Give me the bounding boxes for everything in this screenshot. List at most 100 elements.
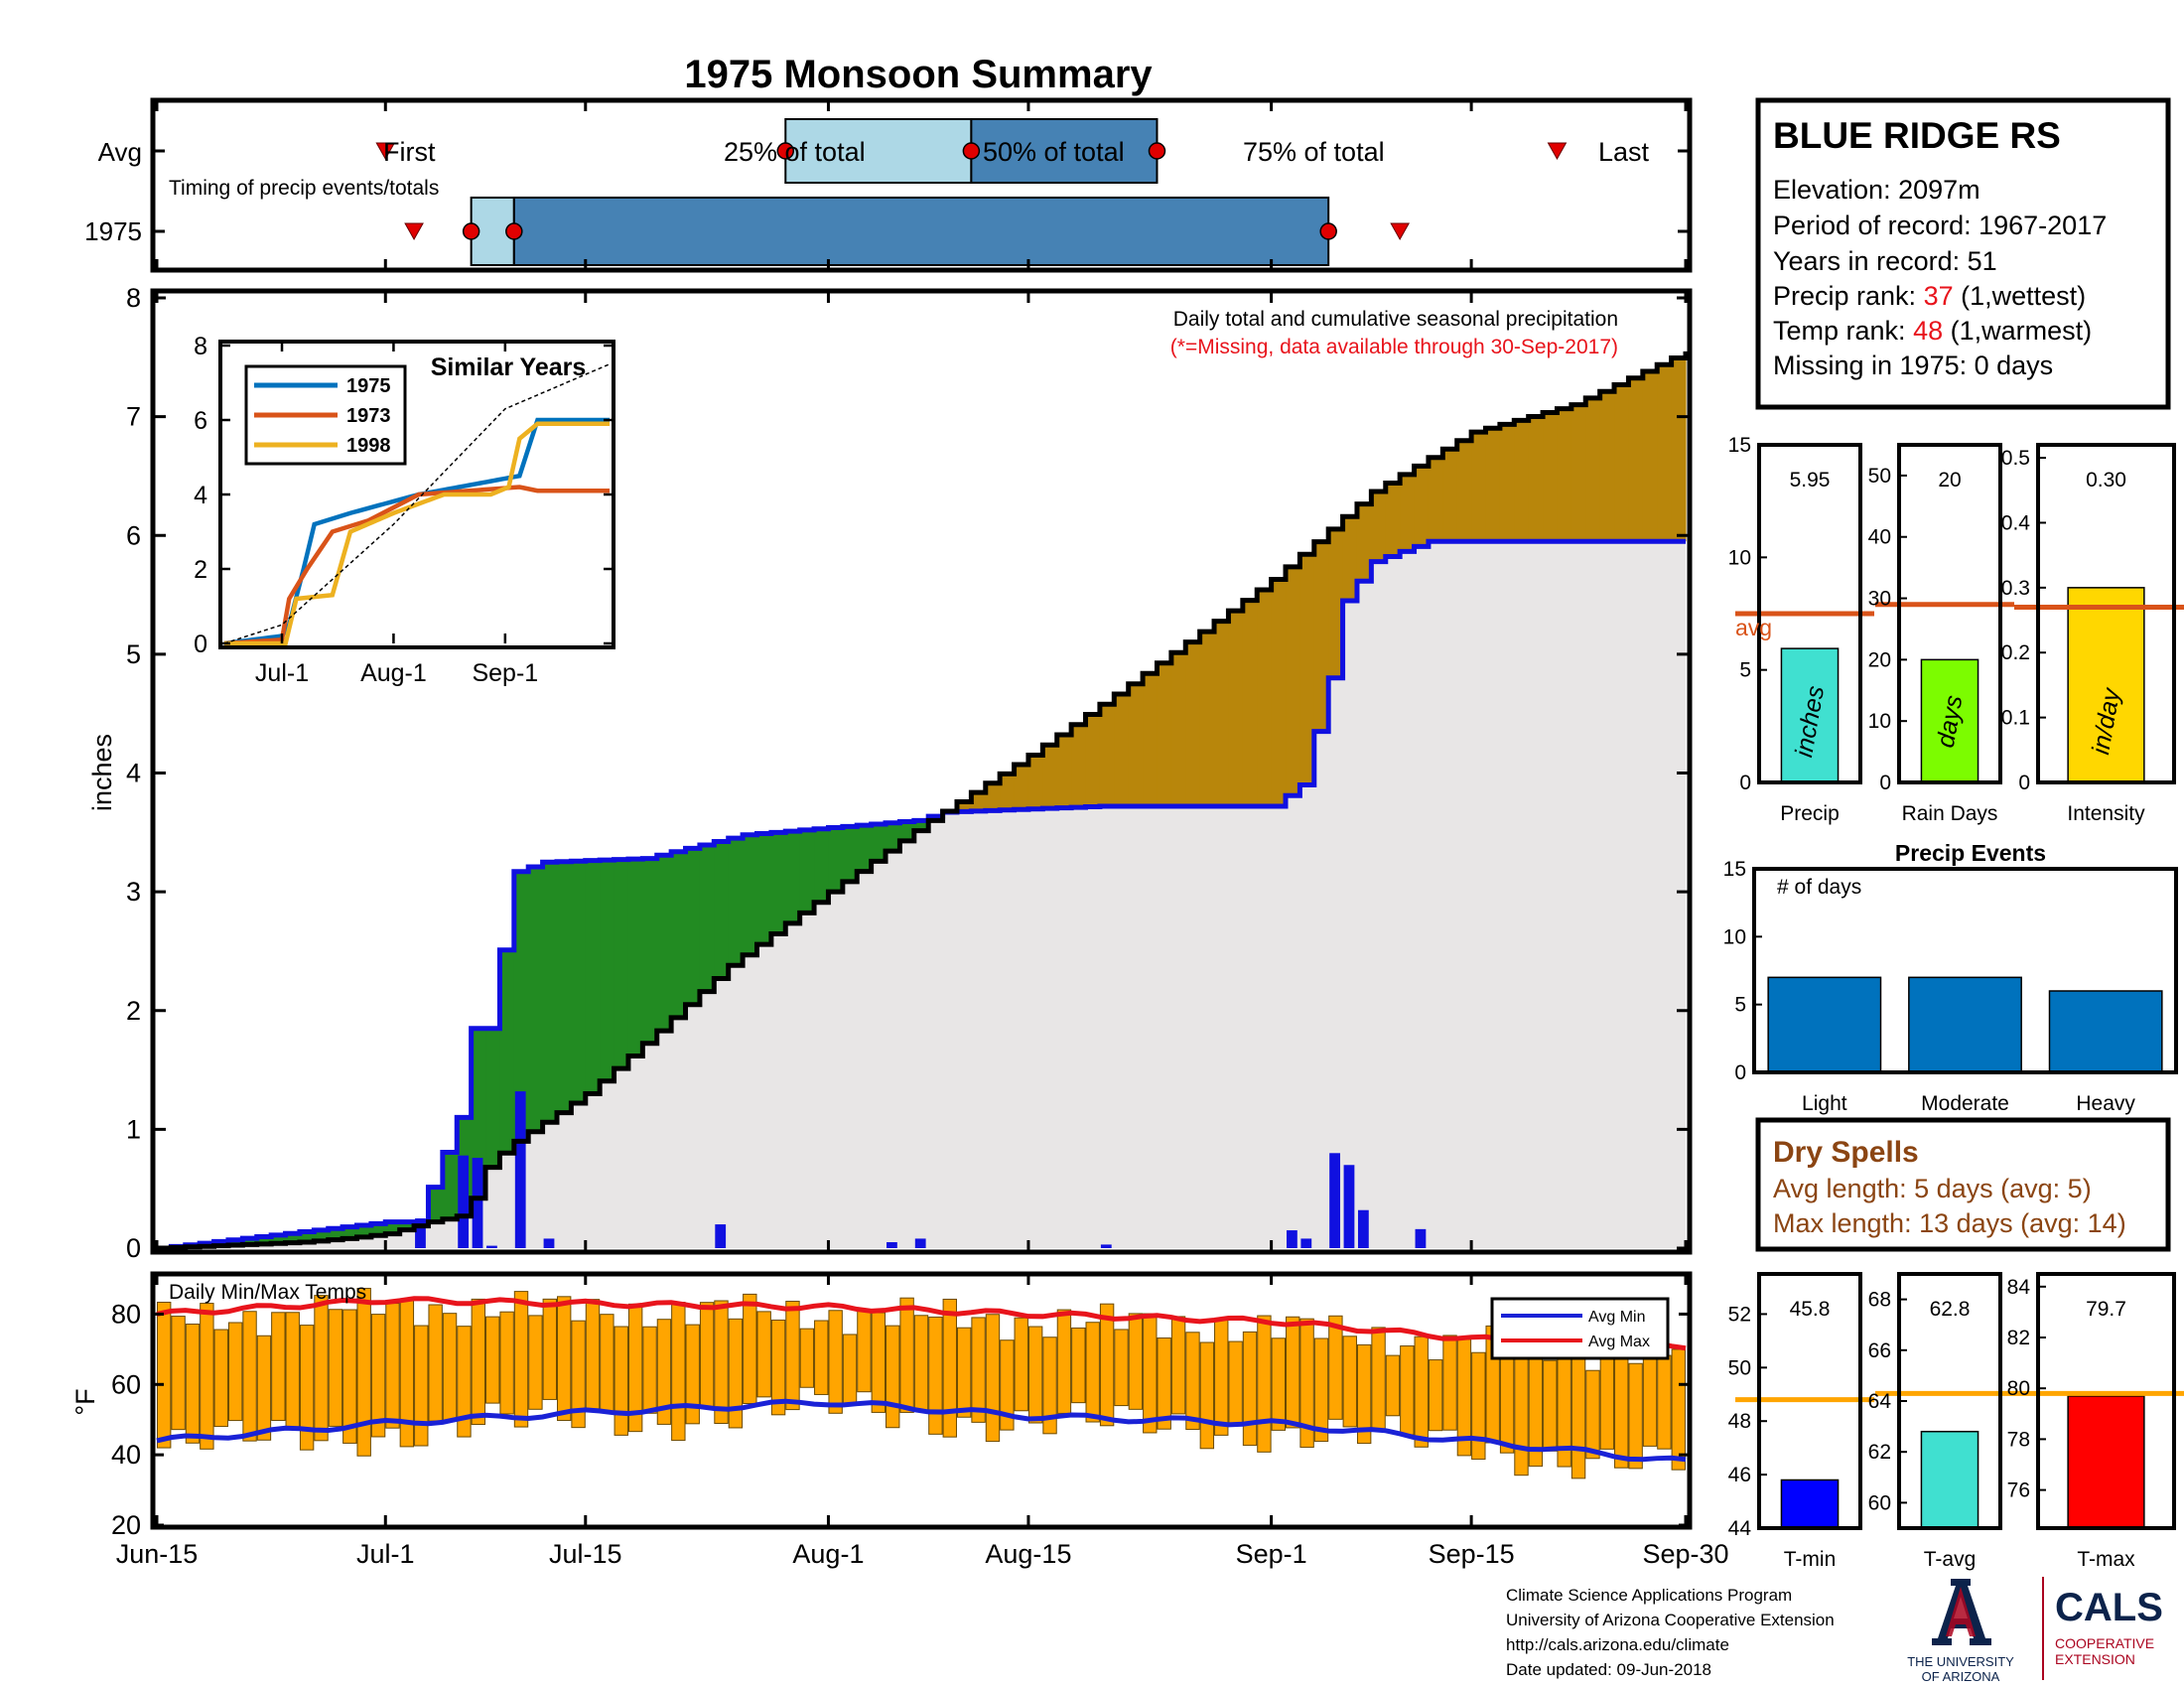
above-avg-area xyxy=(1642,371,1658,542)
above-avg-area xyxy=(1071,724,1087,808)
summary-2-ytick-label: 0 xyxy=(2018,772,2030,794)
below-avg-area xyxy=(356,1224,372,1237)
daily-temp-bar xyxy=(842,1334,858,1404)
below-avg-area xyxy=(571,861,587,1104)
above-avg-area xyxy=(1385,483,1401,557)
below-avg-area xyxy=(671,851,687,1018)
above-avg-area xyxy=(1143,673,1159,806)
precip-ytick-label: 6 xyxy=(126,520,141,550)
summary-2-value: 0.30 xyxy=(2086,469,2126,492)
below-avg-area xyxy=(899,821,915,841)
daily-temp-bar xyxy=(542,1298,557,1400)
avg-min-line xyxy=(156,1398,1687,1463)
below-avg-area xyxy=(471,1028,486,1198)
tempbar-2-ytick-label: 76 xyxy=(2007,1479,2030,1502)
precip-ytick-label: 5 xyxy=(126,639,141,669)
summary-2-frame xyxy=(2036,443,2176,784)
above-avg-area xyxy=(1328,528,1344,678)
temp-label: Daily Min/Max Temps xyxy=(169,1281,366,1304)
daily-temp-bar xyxy=(171,1316,186,1431)
summary-0-bar xyxy=(1780,647,1840,783)
summary-1-frame xyxy=(1897,443,2002,784)
daily-temp-bar xyxy=(785,1301,800,1411)
dry-spells-title: Dry Spells xyxy=(1773,1136,1919,1169)
below-avg-area xyxy=(385,1221,401,1234)
station-frame xyxy=(1755,97,2171,410)
daily-temp-bar xyxy=(942,1298,957,1438)
daily-precip-bar xyxy=(1100,1244,1112,1248)
daily-temp-bar xyxy=(956,1327,972,1418)
below-avg-area xyxy=(756,833,772,945)
precip-events-ytick-label: 5 xyxy=(1734,994,1746,1017)
below-avg-area xyxy=(528,867,544,1132)
summary-2-ytick-label: 0.1 xyxy=(2001,707,2030,730)
precip-events-ytick-label: 15 xyxy=(1723,858,1746,881)
daily-temp-bar xyxy=(256,1335,272,1441)
timing-avg-last-marker xyxy=(1547,142,1568,161)
daily-precip-bar xyxy=(914,1238,926,1248)
precip-base-area xyxy=(157,541,1686,1248)
below-avg-area xyxy=(685,848,701,1005)
ua-logo: THE UNIVERSITY OF ARIZONA xyxy=(1907,1579,2014,1684)
daily-temp-bar xyxy=(556,1296,572,1422)
above-avg-area xyxy=(1242,600,1258,806)
x-tick-label: Jun-15 xyxy=(116,1539,199,1569)
daily-temp-bar xyxy=(728,1318,744,1429)
daily-temp-bar xyxy=(1214,1319,1229,1436)
above-avg-area xyxy=(1414,466,1430,547)
daily-precip-bar xyxy=(514,1091,526,1248)
tempbar-2-bar xyxy=(2067,1395,2145,1529)
inset-ytick-label: 8 xyxy=(194,333,207,360)
daily-temp-bar xyxy=(1356,1343,1372,1445)
precip-events-ytick-label: 10 xyxy=(1723,925,1746,948)
above-avg-area xyxy=(1485,428,1501,542)
daily-temp-bar xyxy=(227,1322,243,1422)
daily-temp-bar xyxy=(342,1309,357,1444)
daily-temp-bar xyxy=(1570,1345,1586,1479)
timing-avg-box-upper xyxy=(970,118,1159,184)
below-avg-area xyxy=(542,862,558,1123)
above-avg-area xyxy=(1199,632,1215,806)
daily-temp-bar xyxy=(1170,1316,1186,1415)
daily-temp-bar xyxy=(585,1299,601,1410)
below-avg-area xyxy=(399,1221,415,1230)
below-avg-area xyxy=(785,831,801,923)
timing-avg-q75-marker xyxy=(1148,142,1166,160)
daily-temp-bar xyxy=(699,1302,715,1409)
above-avg-area xyxy=(1614,384,1630,542)
daily-temp-bar xyxy=(370,1314,386,1438)
legend-avg-min: Avg Min xyxy=(1588,1309,1646,1326)
daily-temp-bar xyxy=(1014,1317,1028,1412)
daily-temp-bar xyxy=(1671,1348,1686,1471)
daily-temp-bar xyxy=(1614,1354,1629,1469)
daily-temp-bar xyxy=(1400,1345,1415,1436)
above-avg-area xyxy=(1114,694,1130,806)
daily-temp-bar xyxy=(770,1319,786,1416)
tempbar-0-frame xyxy=(1757,1272,1862,1530)
x-tick-label: Sep-30 xyxy=(1642,1539,1728,1569)
summary-1-ytick-label: 50 xyxy=(1868,465,1891,488)
above-avg-area xyxy=(1543,412,1559,542)
inset-ytick-label: 6 xyxy=(194,407,207,435)
summary-1-ytick-label: 20 xyxy=(1868,648,1891,671)
figure-title: 1975 Monsoon Summary xyxy=(684,53,1153,96)
below-avg-area xyxy=(256,1236,272,1244)
daily-temp-bar xyxy=(857,1310,872,1393)
below-avg-area xyxy=(728,838,744,966)
tempbar-0-ytick-label: 44 xyxy=(1728,1517,1752,1540)
daily-temp-bar xyxy=(356,1287,371,1457)
daily-temp-bar xyxy=(513,1291,529,1428)
below-avg-area xyxy=(886,822,901,852)
inset-xtick-label: Sep-1 xyxy=(472,659,538,687)
precip-ylabel: inches xyxy=(87,734,117,811)
tempbar-1-ytick-label: 60 xyxy=(1868,1491,1891,1514)
daily-temp-bar xyxy=(1085,1322,1100,1423)
tempbar-0-ytick-label: 52 xyxy=(1728,1303,1751,1326)
daily-temp-bar xyxy=(1286,1316,1300,1429)
precip-events-panel: Precip Events Light Moderate Heavy 0 5 10 15 #… xyxy=(1723,840,2178,1115)
above-avg-area xyxy=(971,792,987,811)
above-avg-area xyxy=(1214,621,1230,806)
precip-events-ytick-label: 0 xyxy=(1734,1061,1746,1084)
daily-temp-bar xyxy=(571,1320,586,1429)
summary-0-ytick-label: 10 xyxy=(1728,546,1751,569)
